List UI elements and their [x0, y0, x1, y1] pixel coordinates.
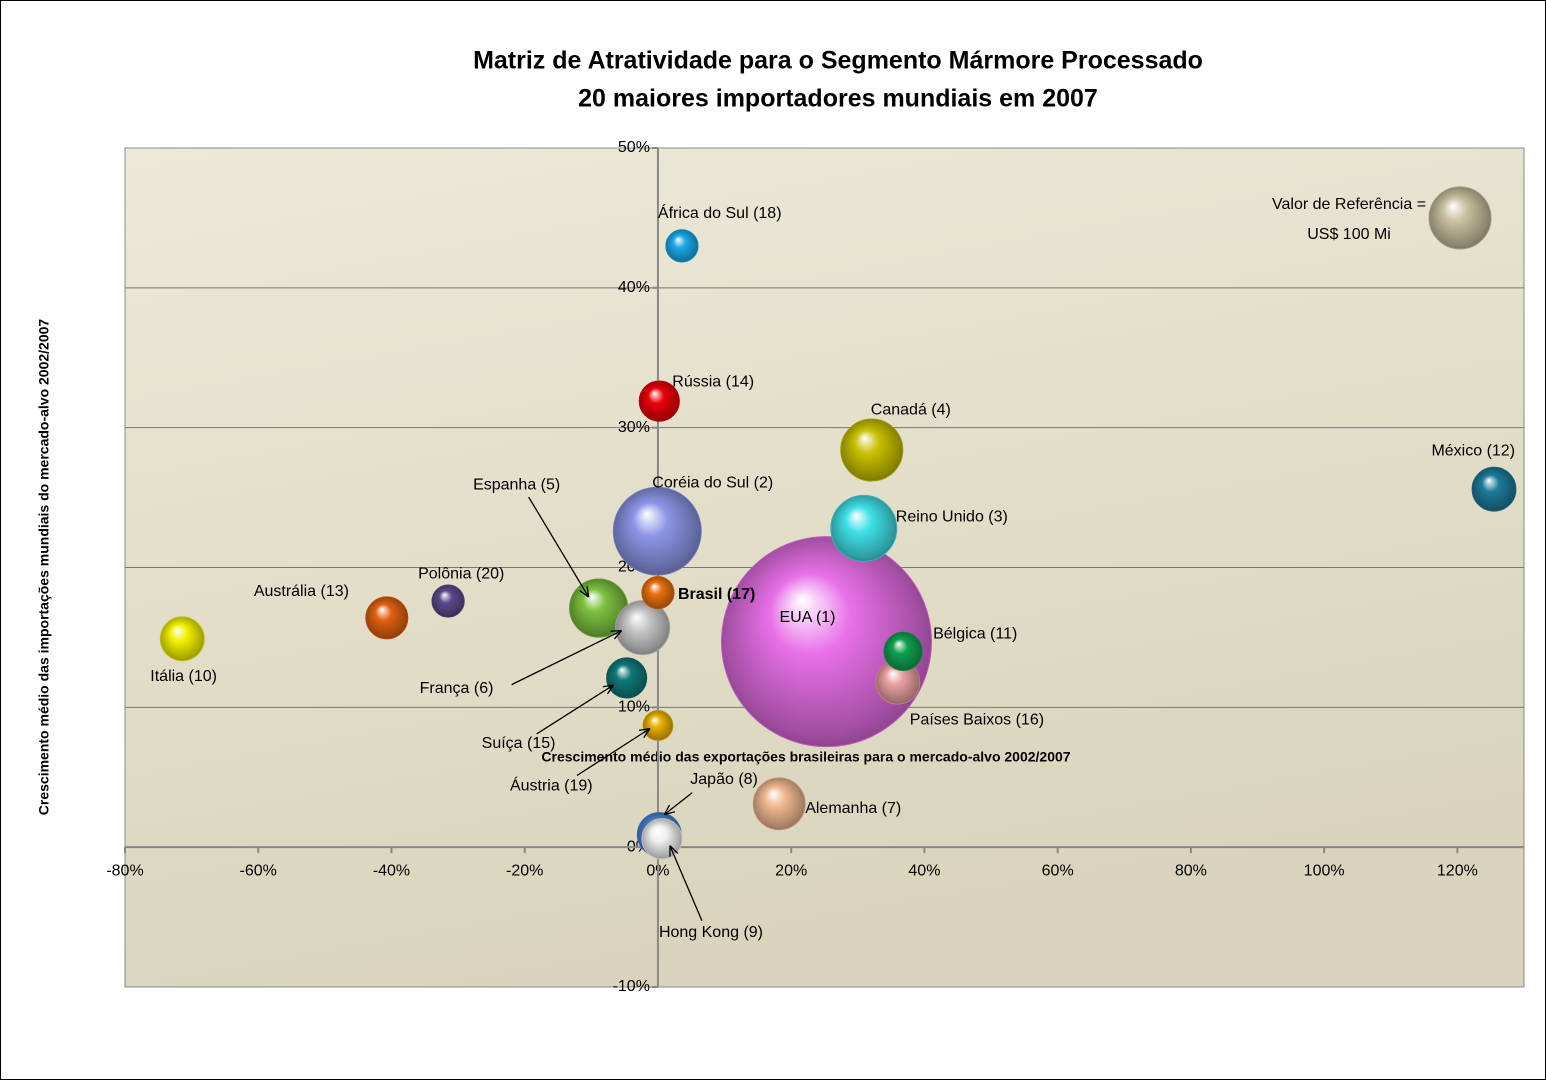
bubble-label: França (6): [420, 680, 494, 697]
bubble-label: Hong Kong (9): [659, 924, 763, 941]
bubble: [641, 818, 683, 860]
bubble: [883, 631, 923, 672]
x-tick-label: 60%: [1042, 862, 1074, 879]
arrow-head: [663, 804, 676, 816]
bubble-label: Alemanha (7): [805, 800, 901, 817]
bubble-label: Áustria (19): [510, 776, 593, 795]
x-tick-label: -60%: [240, 862, 277, 879]
bubble-label: Rússia (14): [672, 373, 754, 390]
reference-label: Valor de Referência =: [1272, 196, 1426, 213]
bubble: [612, 486, 702, 576]
bubble-label: África do Sul (18): [658, 203, 782, 222]
y-tick-label: 50%: [618, 139, 650, 156]
bubble: [642, 710, 674, 741]
bubble: [752, 777, 806, 831]
bubble-label: Japão (8): [690, 771, 758, 788]
arrow-head: [602, 684, 615, 695]
bubble: [159, 616, 205, 662]
label-arrow: [536, 684, 614, 735]
bubble-label: Espanha (5): [473, 476, 560, 493]
label-arrow: [669, 845, 703, 922]
bubble-label: Polônia (20): [418, 565, 504, 582]
chart-title: Matriz de Atratividade para o Segmento M…: [473, 47, 1203, 75]
label-arrow: [576, 727, 651, 777]
x-tick-label: 100%: [1304, 862, 1345, 879]
bubble: [638, 380, 680, 422]
bubble: [641, 576, 675, 610]
label-arrow: [528, 496, 590, 598]
label-arrow: [663, 792, 693, 816]
y-axis-title: Crescimento médio das importações mundia…: [36, 319, 52, 816]
bubble-label: Itália (10): [150, 668, 217, 685]
y-tick-label: 10%: [618, 699, 650, 716]
bubble-label: México (12): [1431, 442, 1515, 459]
bubble-label: Suíça (15): [482, 735, 556, 752]
x-tick-label: -20%: [506, 862, 543, 879]
x-tick-label: -80%: [106, 862, 143, 879]
x-axis-title: Crescimento médio das exportações brasil…: [541, 749, 1070, 765]
x-tick-label: 80%: [1175, 862, 1207, 879]
arrow-head: [669, 845, 679, 857]
bubble-label: Reino Unido (3): [896, 509, 1008, 526]
bubble: [830, 494, 898, 562]
arrow-head: [639, 727, 651, 738]
y-tick-label: -10%: [613, 978, 650, 995]
x-tick-label: 120%: [1437, 862, 1478, 879]
x-tick-label: 40%: [908, 862, 940, 879]
bubble: [365, 596, 409, 640]
reference-label: US$ 100 Mi: [1307, 226, 1391, 243]
arrow-head: [610, 629, 623, 640]
bubble-label: Países Baixos (16): [910, 711, 1044, 728]
bubble-label: Canadá (4): [871, 401, 951, 418]
bubble-label: Coréia do Sul (2): [652, 474, 773, 491]
bubble: [606, 657, 648, 699]
reference-bubble: [1428, 186, 1492, 250]
x-tick-label: 20%: [775, 862, 807, 879]
bubble: [615, 600, 671, 656]
y-tick-label: 40%: [618, 279, 650, 296]
y-tick-label: 30%: [618, 419, 650, 436]
label-arrow: [511, 630, 622, 686]
x-tick-label: -40%: [373, 862, 410, 879]
chart-subtitle: 20 maiores importadores mundiais em 2007: [578, 85, 1098, 113]
bubble-label: EUA (1): [779, 609, 835, 626]
bubble-label: Brasil (17): [678, 586, 755, 603]
bubble: [665, 229, 699, 263]
bubble: [1471, 466, 1517, 512]
bubble-label: Austrália (13): [254, 583, 349, 600]
arrow-head: [579, 586, 590, 598]
bubble: [840, 418, 904, 482]
bubble-label: Bélgica (11): [933, 626, 1017, 643]
bubble: [431, 584, 465, 618]
